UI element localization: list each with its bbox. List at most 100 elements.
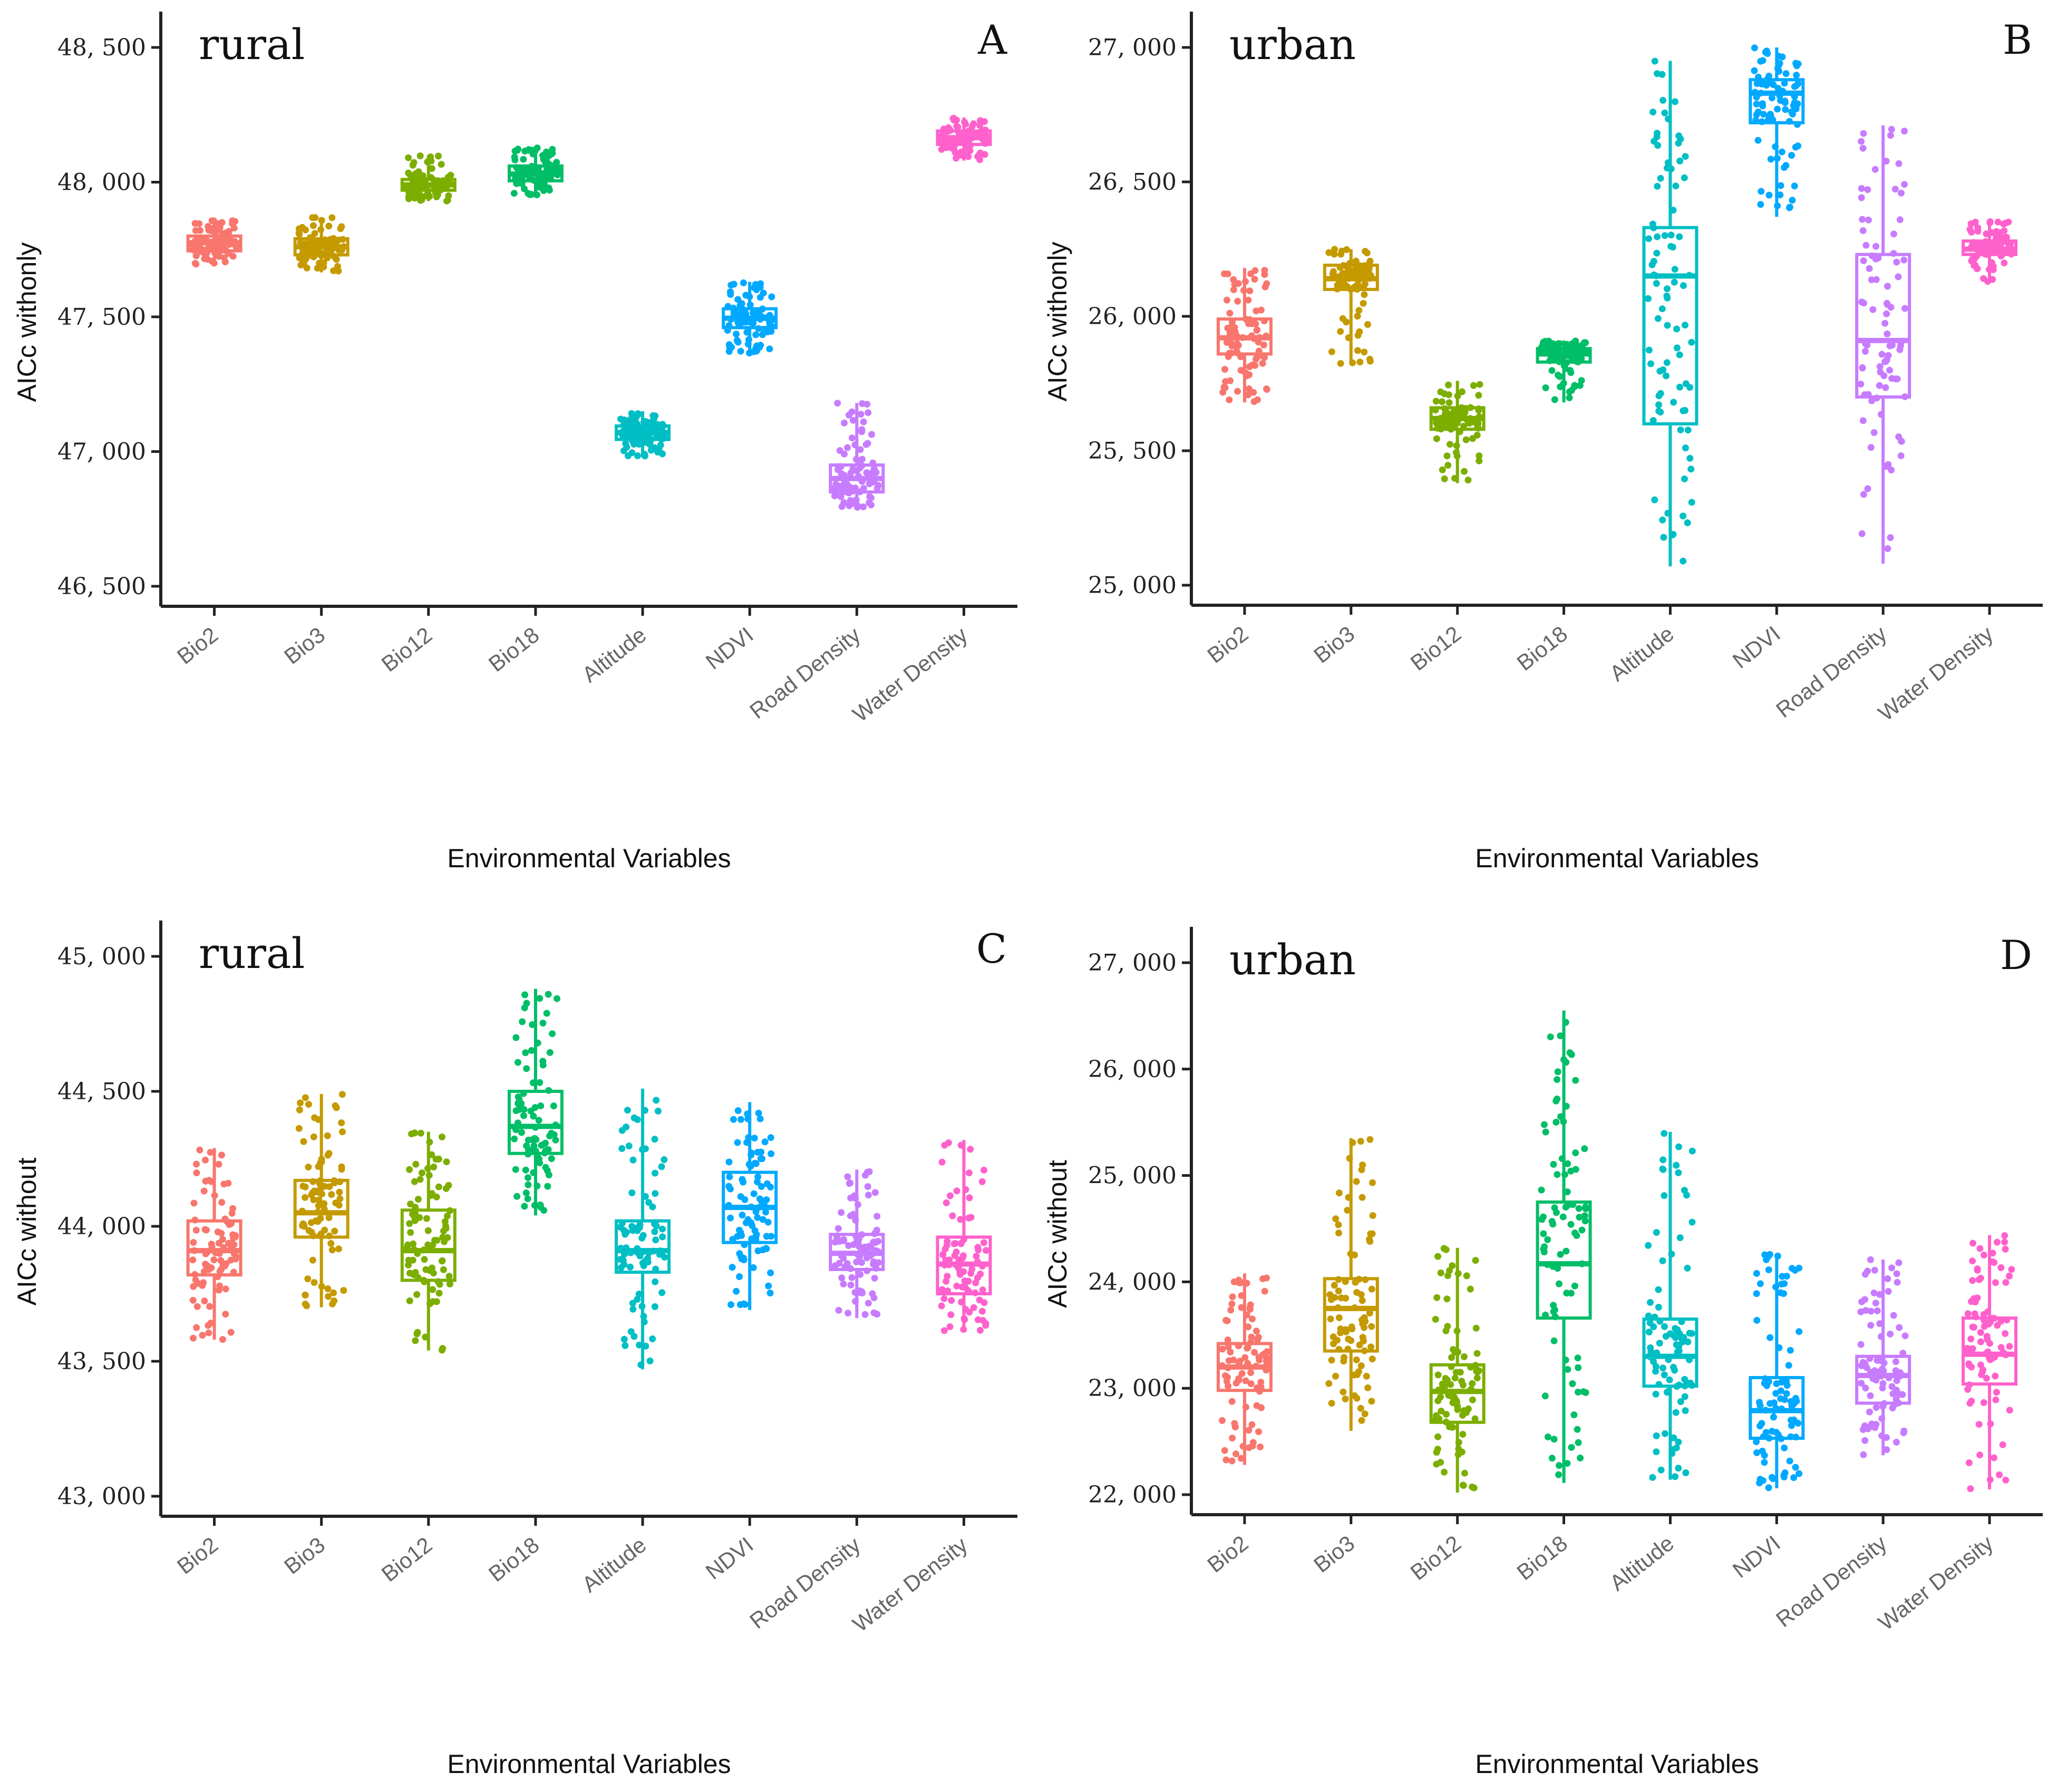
data-point [1766,1334,1774,1341]
data-point [405,1256,412,1264]
data-point [1570,1411,1578,1419]
data-point [1974,1265,1981,1273]
data-point [752,331,760,338]
data-point [1353,1356,1360,1363]
data-point [1992,1396,2000,1403]
data-point [1658,305,1666,313]
data-point [956,1271,964,1278]
data-point [1996,1471,2003,1478]
data-point [546,1049,554,1056]
data-point [405,195,412,202]
data-point [835,1306,842,1314]
data-point [1654,182,1661,190]
data-point [335,1245,342,1253]
data-point [1445,1423,1453,1430]
y-tick-label: 45, 000 [57,943,146,970]
data-point [1869,306,1877,313]
data-point [1687,466,1695,473]
box-bio3 [1323,246,1379,367]
data-point [1895,1259,1903,1266]
data-point [1765,1266,1772,1273]
box-iqr [1749,78,1805,124]
data-point [1893,1439,1900,1446]
data-point [866,499,872,506]
data-point [1575,1205,1583,1212]
data-point [651,1228,658,1235]
data-point [1678,1339,1686,1346]
data-point [1876,382,1883,389]
data-point [1437,1269,1444,1276]
data-point [1433,435,1440,442]
data-point [440,1266,447,1273]
data-point [539,1020,547,1027]
data-point [760,289,767,297]
data-point [1256,1357,1263,1363]
data-point [1658,71,1666,78]
data-point [1657,1466,1665,1474]
data-point [1751,67,1758,74]
data-point [1861,1422,1868,1429]
data-point [1670,1434,1677,1441]
data-point [1253,1328,1260,1335]
data-point [872,469,880,476]
data-point [338,1163,345,1170]
data-point [1994,218,2002,226]
data-point [1871,1367,1878,1374]
data-point [831,492,838,499]
data-point [725,341,733,348]
data-point [201,255,208,263]
data-point [324,1132,331,1139]
panel-group-label: rural [199,929,305,978]
box-iqr [1642,226,1698,425]
data-point [1340,1388,1347,1396]
data-point [617,1256,624,1263]
data-point [1976,1451,1984,1459]
data-point [1358,1417,1365,1424]
data-point [218,1151,225,1159]
data-point [1259,1275,1267,1282]
data-point [1564,1202,1571,1209]
data-point [1863,1364,1870,1371]
data-point [865,409,872,416]
data-point [189,1296,197,1304]
y-tick-label: 26, 000 [1088,1056,1177,1083]
data-point [863,401,871,408]
data-point [295,229,303,237]
data-point [525,1146,532,1154]
data-point [1659,1257,1666,1264]
data-point [549,1030,556,1038]
data-point [1890,1312,1897,1319]
data-point [1860,130,1867,137]
data-point [1674,1348,1681,1355]
data-point [1366,1310,1373,1317]
data-point [1361,1410,1368,1418]
data-point [1226,396,1233,403]
data-point [1224,1374,1231,1381]
data-point [546,1132,554,1140]
x-tick-label: Bio18 [484,1532,544,1586]
data-point [853,1258,860,1266]
data-point [225,1179,232,1187]
y-tick-label: 47, 500 [57,304,146,331]
data-point [1538,1186,1545,1194]
data-point [1325,249,1333,256]
data-point [755,1109,762,1117]
data-point [1872,276,1880,283]
data-point [1251,1349,1258,1356]
data-point [1360,299,1367,307]
box-bio18 [507,144,564,199]
data-point [1901,128,1908,135]
data-point [528,1047,535,1054]
data-point [861,1171,869,1179]
data-point [1244,1344,1251,1352]
data-point [310,1196,317,1204]
data-point [1756,1402,1764,1409]
data-point [1331,1282,1338,1289]
x-axis-title: Environmental Variables [1475,1749,1759,1779]
data-point [1901,1332,1909,1340]
data-point [1228,1398,1236,1405]
data-point [1781,1469,1789,1476]
data-point [1336,1189,1343,1197]
data-point [727,1301,735,1309]
data-point [1675,1438,1682,1446]
